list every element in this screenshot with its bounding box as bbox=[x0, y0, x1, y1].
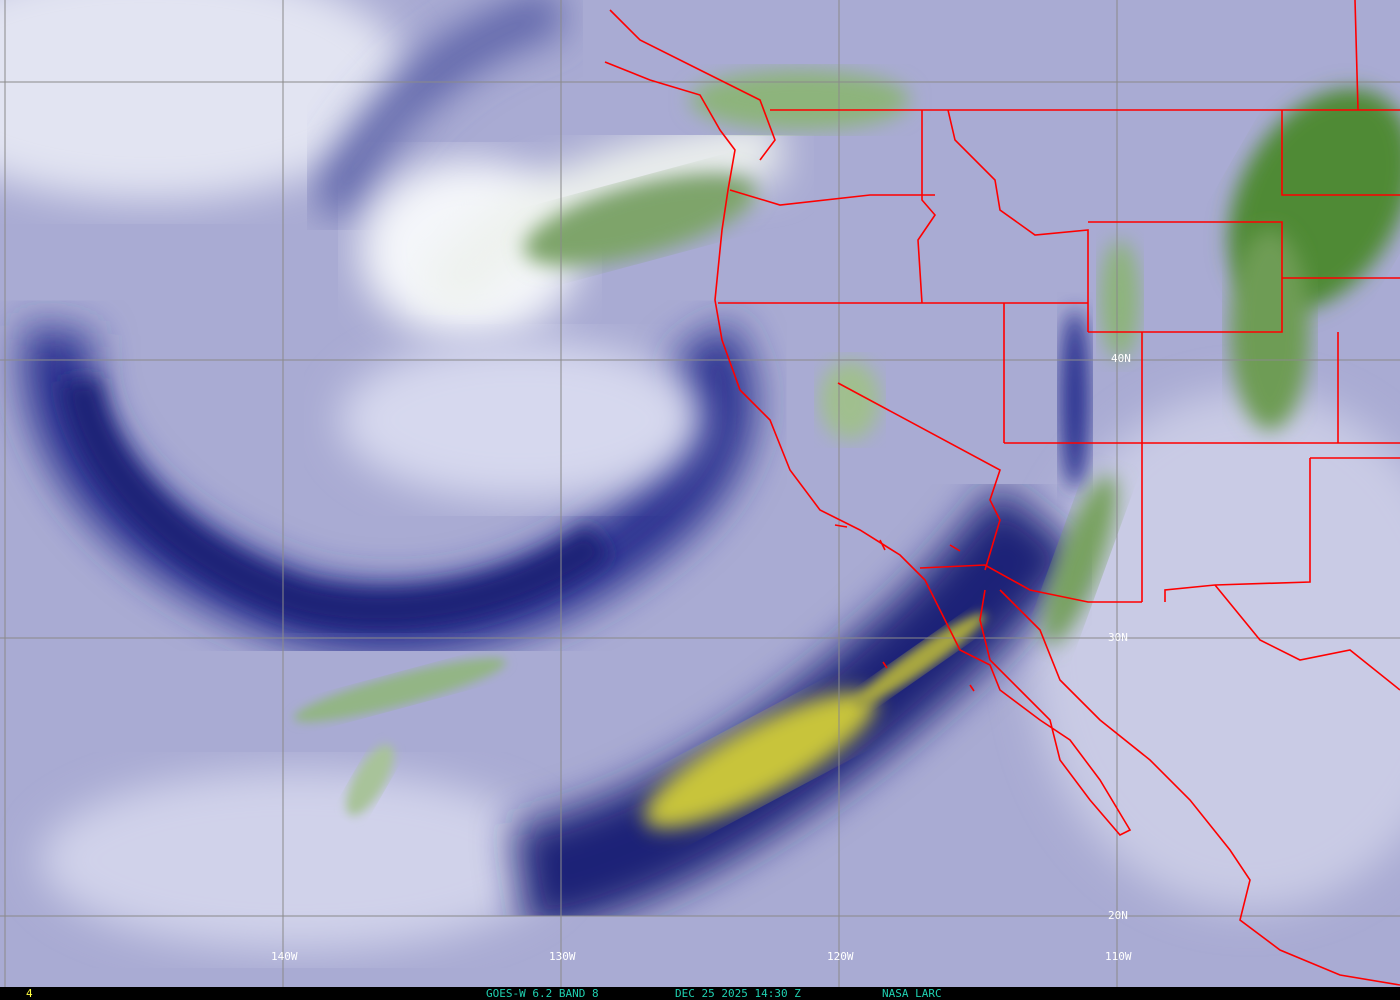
vancouver-island bbox=[609, 9, 776, 161]
lon-label-110w: 110W bbox=[1105, 950, 1132, 963]
political-borders bbox=[604, 0, 1400, 986]
lon-label-130w: 130W bbox=[549, 950, 576, 963]
lat-label-30n: 30N bbox=[1108, 631, 1128, 644]
lon-label-140w: 140W bbox=[271, 950, 298, 963]
frame-number: 4 bbox=[26, 987, 33, 1000]
idaho-montana-border bbox=[947, 109, 1089, 332]
montana-north bbox=[1281, 0, 1400, 279]
image-caption-bar: 4 GOES-W 6.2 BAND 8 DEC 25 2025 14:30 Z … bbox=[0, 987, 1400, 1000]
satellite-name: GOES-W bbox=[486, 987, 526, 1000]
pacific-coastline bbox=[604, 61, 1132, 836]
california-nevada-border bbox=[837, 382, 1001, 571]
date: DEC 25 2025 bbox=[675, 987, 748, 1000]
us-mexico-border bbox=[919, 564, 1400, 691]
idaho-border bbox=[917, 110, 937, 304]
washington-oregon-border bbox=[729, 189, 935, 206]
channel-name: 6.2 BAND 8 bbox=[532, 987, 599, 1000]
satellite-channel: GOES-W 6.2 BAND 8 bbox=[486, 987, 599, 1000]
mexico-mainland-coast bbox=[999, 589, 1400, 986]
wyoming-border bbox=[1088, 221, 1283, 333]
lat-label-20n: 20N bbox=[1108, 909, 1128, 922]
channel-islands bbox=[834, 524, 975, 692]
lat-label-40n: 40N bbox=[1111, 352, 1131, 365]
lon-label-120w: 120W bbox=[827, 950, 854, 963]
image-source: NASA LARC bbox=[882, 987, 942, 1000]
time: 14:30 Z bbox=[754, 987, 801, 1000]
timestamp: DEC 25 2025 14:30 Z bbox=[675, 987, 801, 1000]
